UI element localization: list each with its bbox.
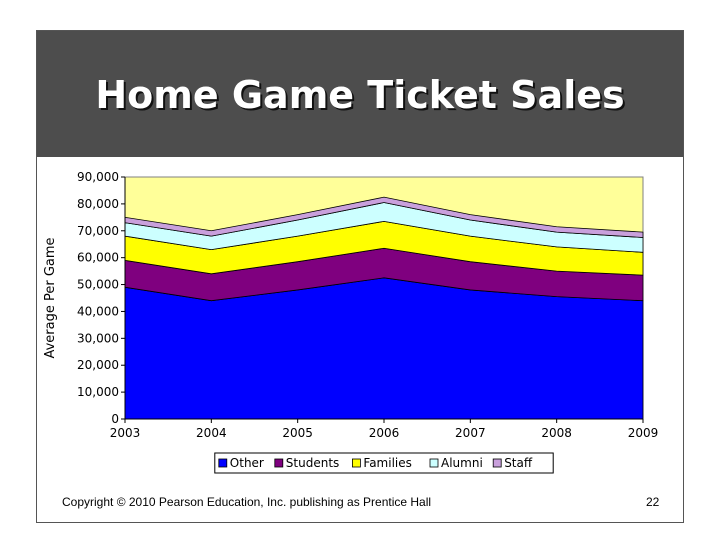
area-staff <box>124 196 644 238</box>
area-chart: 0 10,000 20,000 30,000 40,000 50,000 60,000 70,… <box>43 170 659 474</box>
legend-label-students: Students <box>286 456 340 470</box>
y-tick-label: 40,000 <box>77 304 119 318</box>
copyright-text: Copyright © 2010 Pearson Education, Inc.… <box>62 495 432 509</box>
x-tick-label: 2004 <box>196 426 227 440</box>
page-number: 22 <box>646 495 660 509</box>
y-tick-label: 20,000 <box>77 358 119 372</box>
legend-label-other: Other <box>230 456 264 470</box>
x-tick-label: 2003 <box>110 426 141 440</box>
y-tick-label: 70,000 <box>77 224 119 238</box>
slide-title: Home Game Ticket Sales <box>95 73 625 117</box>
y-tick-label: 30,000 <box>77 331 119 345</box>
y-tick-label: 90,000 <box>77 170 119 184</box>
x-tick-label: 2006 <box>369 426 400 440</box>
legend-label-families: Families <box>363 456 411 470</box>
x-tick-label: 2009 <box>628 426 659 440</box>
y-tick-label: 10,000 <box>77 385 119 399</box>
legend-swatch-families <box>351 458 361 468</box>
x-tick-label: 2008 <box>541 426 572 440</box>
legend-box <box>214 452 554 474</box>
legend-swatch-staff <box>492 458 502 468</box>
y-tick-label: 50,000 <box>77 278 119 292</box>
legend-swatch-other <box>218 458 228 468</box>
legend-swatch-alumni <box>429 458 439 468</box>
y-axis-label: Average Per Game <box>43 237 58 358</box>
x-tick-label: 2007 <box>455 426 486 440</box>
legend-label-alumni: Alumni <box>441 456 483 470</box>
x-tick-label: 2005 <box>282 426 313 440</box>
y-tick-label: 80,000 <box>77 197 119 211</box>
legend: Other Students Families Alumni Staff <box>214 452 554 474</box>
legend-label-staff: Staff <box>504 456 533 470</box>
y-tick-label: 60,000 <box>77 251 119 265</box>
legend-swatch-students <box>274 458 284 468</box>
title-bar: Home Game Ticket Sales <box>37 31 683 157</box>
y-tick-label: 0 <box>111 412 119 426</box>
